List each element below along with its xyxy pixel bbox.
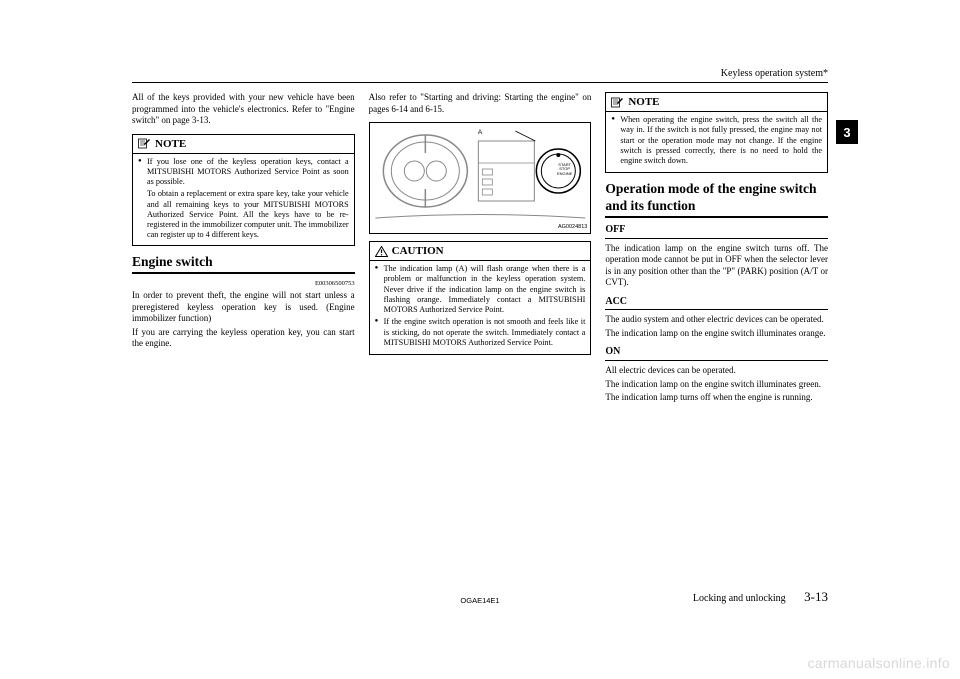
column-3: NOTE When operating the engine switch, p…	[605, 92, 828, 574]
note-item: When operating the engine switch, press …	[611, 115, 822, 166]
header-rule	[132, 82, 828, 83]
note-item: If you lose one of the keyless operation…	[138, 157, 349, 188]
body-text: In order to prevent theft, the engine wi…	[132, 290, 355, 325]
note-icon	[611, 97, 624, 108]
note-head: NOTE	[133, 135, 354, 151]
note-icon	[138, 138, 151, 149]
caution-body: The indication lamp (A) will flash orang…	[370, 261, 591, 354]
footer-section: Locking and unlocking	[693, 593, 786, 604]
dashboard-svg	[370, 123, 591, 233]
caution-label: CAUTION	[392, 244, 444, 258]
caution-item: The indication lamp (A) will flash orang…	[375, 264, 586, 315]
columns: All of the keys provided with your new v…	[132, 92, 828, 574]
on-heading: ON	[605, 346, 828, 359]
chapter-tab: 3	[836, 120, 858, 144]
caution-icon	[375, 246, 388, 257]
acc-heading: ACC	[605, 296, 828, 309]
column-1: All of the keys provided with your new v…	[132, 92, 355, 574]
off-body: The indication lamp on the engine switch…	[605, 243, 828, 289]
caution-box: CAUTION The indication lamp (A) will fla…	[369, 241, 592, 355]
footer-right: Locking and unlocking 3-13	[693, 589, 828, 605]
dashboard-illustration: A START STOP ENGINE AG0024813	[369, 122, 592, 234]
illustration-code: AG0024813	[558, 224, 587, 231]
column-2: Also refer to "Starting and driving: Sta…	[369, 92, 592, 574]
note-head: NOTE	[606, 93, 827, 109]
operation-mode-heading: Operation mode of the engine switch and …	[605, 181, 828, 213]
heading-rule	[132, 272, 355, 274]
acc-body: The audio system and other electric devi…	[605, 314, 828, 326]
heading-rule	[605, 216, 828, 218]
header-title: Keyless operation system*	[721, 68, 828, 79]
note-box: NOTE When operating the engine switch, p…	[605, 92, 828, 173]
note-para: To obtain a replacement or extra spare k…	[138, 189, 349, 240]
on-body: All electric devices can be operated.	[605, 365, 828, 377]
note-body: When operating the engine switch, press …	[606, 112, 827, 172]
intro-text: All of the keys provided with your new v…	[132, 92, 355, 127]
acc-body: The indication lamp on the engine switch…	[605, 328, 828, 340]
note-box: NOTE If you lose one of the keyless oper…	[132, 134, 355, 246]
body-text: If you are carrying the keyless operatio…	[132, 327, 355, 350]
off-heading: OFF	[605, 224, 828, 237]
footer-page: 3-13	[804, 589, 828, 604]
note-body: If you lose one of the keyless operation…	[133, 154, 354, 245]
button-labels: START STOP ENGINE	[557, 163, 572, 176]
note-label: NOTE	[155, 137, 186, 151]
caution-item: If the engine switch operation is not sm…	[375, 317, 586, 348]
caution-head: CAUTION	[370, 242, 591, 258]
engine-switch-heading: Engine switch	[132, 254, 355, 270]
on-body: The indication lamp on the engine switch…	[605, 379, 828, 391]
footer-doc-code: OGAE14E1	[460, 596, 499, 605]
note-label: NOTE	[628, 95, 659, 109]
callout-a: A	[476, 129, 484, 137]
page-content: Keyless operation system* 3 All of the k…	[132, 68, 828, 608]
footer: OGAE14E1 Locking and unlocking 3-13	[132, 586, 828, 608]
watermark: carmanualsonline.info	[808, 655, 951, 671]
on-body: The indication lamp turns off when the e…	[605, 392, 828, 404]
section-code: E00306500753	[132, 280, 355, 288]
intro-text: Also refer to "Starting and driving: Sta…	[369, 92, 592, 115]
